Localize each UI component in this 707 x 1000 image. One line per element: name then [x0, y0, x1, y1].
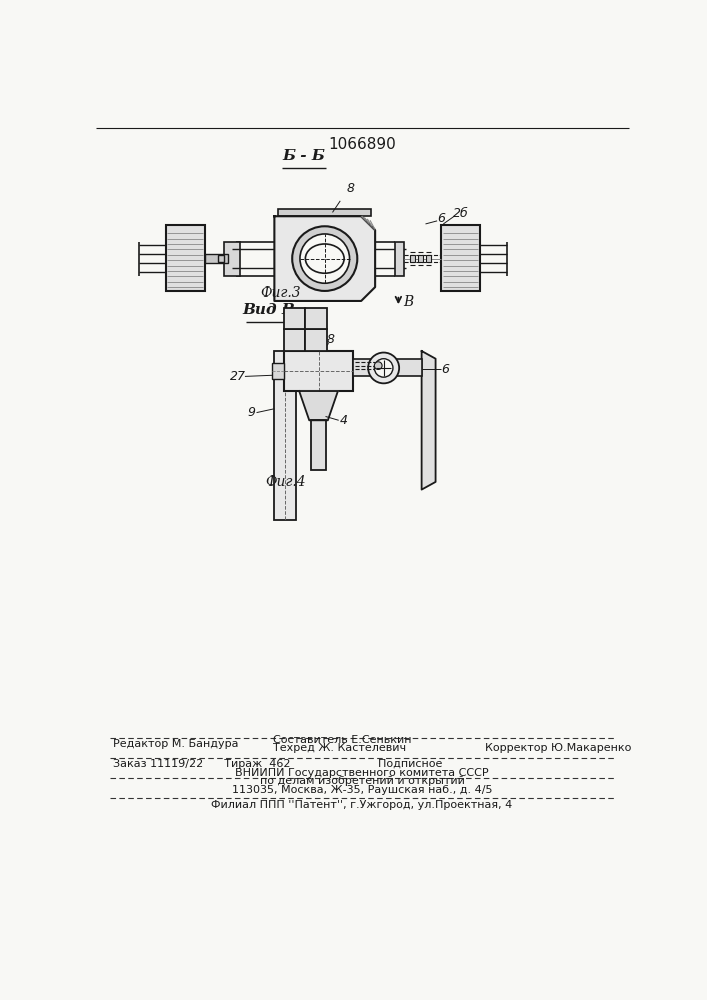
Bar — [204, 254, 228, 263]
Text: 113035, Москва, Ж-35, Раушская наб., д. 4/5: 113035, Москва, Ж-35, Раушская наб., д. … — [232, 785, 492, 795]
Text: Филиал ППП ''Патент'', г.Ужгород, ул.Проектная, 4: Филиал ППП ''Патент'', г.Ужгород, ул.Про… — [211, 800, 513, 810]
Text: Заказ 11119/22      Тираж  462                         Подписное: Заказ 11119/22 Тираж 462 Подписное — [113, 759, 443, 769]
Bar — [224, 242, 240, 276]
Circle shape — [300, 234, 349, 283]
Text: 6: 6 — [441, 363, 449, 376]
Polygon shape — [274, 216, 375, 301]
Text: ВНИИПИ Государственного комитета СССР: ВНИИПИ Государственного комитета СССР — [235, 768, 489, 778]
Bar — [441, 225, 480, 291]
Bar — [166, 225, 204, 291]
Text: 1066890: 1066890 — [328, 137, 396, 152]
Text: Составитель Е.Сенькин: Составитель Е.Сенькин — [273, 735, 411, 745]
Bar — [272, 363, 284, 379]
Text: Фиг.4: Фиг.4 — [266, 475, 306, 489]
Text: Б - Б: Б - Б — [282, 149, 325, 163]
Bar — [305, 308, 327, 329]
Bar — [426, 255, 431, 262]
Text: 8: 8 — [326, 333, 334, 346]
Text: Корректор Ю.Макаренко: Корректор Ю.Макаренко — [485, 743, 631, 753]
Text: 6: 6 — [437, 212, 445, 225]
Bar — [418, 255, 423, 262]
Circle shape — [374, 362, 382, 369]
Bar — [279, 209, 371, 216]
Ellipse shape — [305, 244, 344, 273]
Circle shape — [292, 226, 357, 291]
Text: Редактор М. Бандура: Редактор М. Бандура — [113, 739, 239, 749]
Bar — [284, 329, 305, 351]
Text: Фиг.3: Фиг.3 — [260, 286, 301, 300]
Bar — [311, 420, 327, 470]
Text: Вид В: Вид В — [243, 303, 296, 317]
Text: Техред Ж. Кастелевич: Техред Ж. Кастелевич — [273, 743, 406, 753]
Text: 9: 9 — [247, 406, 255, 419]
Bar — [354, 359, 421, 376]
Bar — [410, 255, 416, 262]
Text: 2б: 2б — [452, 207, 468, 220]
Circle shape — [368, 353, 399, 383]
Text: 8: 8 — [346, 182, 354, 195]
Bar — [395, 242, 404, 276]
Bar — [305, 329, 327, 351]
Text: по делам изобретений и открытий: по делам изобретений и открытий — [259, 776, 464, 786]
Bar — [274, 351, 296, 520]
Polygon shape — [421, 351, 436, 490]
Bar — [284, 308, 305, 329]
Text: 27: 27 — [230, 370, 246, 383]
Circle shape — [374, 359, 393, 377]
Text: 4: 4 — [340, 414, 348, 427]
Bar — [284, 351, 354, 391]
Polygon shape — [299, 391, 338, 420]
Bar — [218, 255, 224, 262]
Text: В: В — [403, 295, 414, 309]
